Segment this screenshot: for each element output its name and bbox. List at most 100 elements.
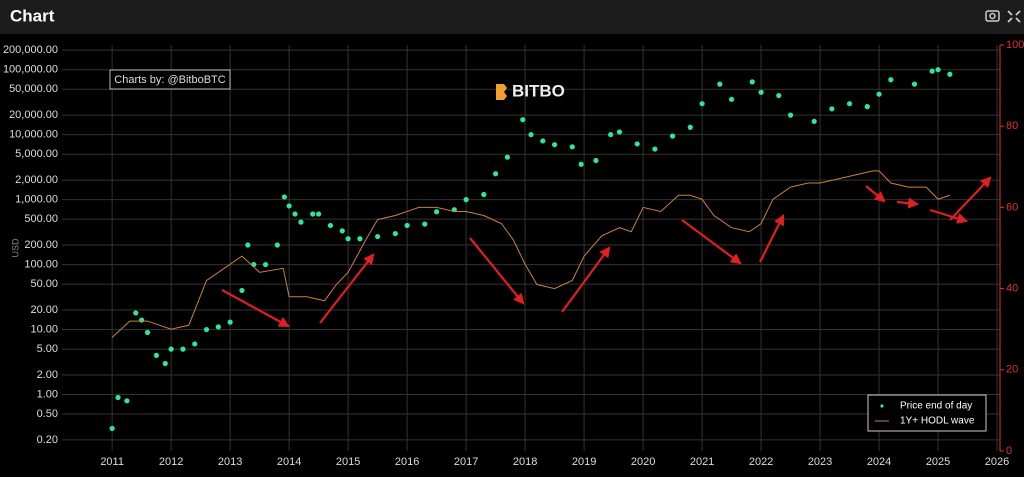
x-tick-label: 2022 [749,456,773,468]
y-tick-label: 200,000.00 [3,44,58,56]
price-point [215,324,221,330]
price-point [327,222,334,229]
y-axis-label: USD [10,238,20,258]
hodl-line [111,170,951,338]
price-point [124,398,130,404]
price-point [652,146,658,152]
price-point [699,101,705,107]
price-point [728,96,735,102]
x-tick-label: 2021 [690,456,714,468]
price-point [339,228,345,234]
price-point [245,242,251,248]
price-point [528,132,534,138]
price-point [168,346,174,352]
price-point [520,117,526,123]
y-tick-label: 2,000.00 [15,174,58,186]
y-tick-label: 0.50 [37,408,58,420]
price-point [133,310,139,316]
y-tick-label: 10.00 [30,323,58,335]
y-tick-label: 100,000.00 [3,64,58,76]
x-tick-label: 2023 [808,456,832,468]
price-point [758,89,764,95]
x-tick-label: 2014 [277,456,301,468]
price-point [717,81,723,87]
price-point [316,211,322,217]
price-point [540,138,546,144]
expand-icon[interactable] [1007,10,1021,23]
price-point [947,71,953,77]
price-point [616,129,623,135]
price-point [829,106,835,112]
price-point [262,261,269,268]
x-tick-label: 2020 [631,456,655,468]
y-tick-label: 0.20 [37,434,58,446]
y-tick-label: 20.00 [30,304,58,316]
x-tick-label: 2019 [572,456,596,468]
price-point [180,346,186,352]
price-point [876,91,882,97]
watermark: Charts by: @BitboBTC BITBO [109,69,565,100]
price-point [811,118,817,125]
price-point [109,425,115,432]
price-point [551,142,558,148]
price-point [776,92,782,99]
x-tick-label: 2017 [454,456,478,468]
x-tick-label: 2025 [926,456,950,468]
price-point [139,317,145,323]
y-tick-label: 2.00 [37,369,58,381]
price-point [274,242,280,248]
y-tick-label: 100.00 [24,258,58,270]
price-point [292,211,298,217]
y-tick-label: 1,000.00 [15,194,58,206]
y-tick-label: 50,000.00 [9,83,58,95]
y2-tick-label: 0 [1006,445,1012,457]
price-point [286,203,292,209]
y-tick-label: 20,000.00 [9,109,58,121]
price-point [687,124,693,130]
price-point [434,209,440,215]
price-point [162,360,168,367]
price-point [634,141,640,147]
y2-tick-label: 80 [1006,120,1018,132]
price-point [375,233,381,240]
legend-marker [880,404,884,408]
y-tick-label: 1.00 [37,388,58,400]
price-point [392,230,398,237]
price-point [608,132,614,138]
x-tick-label: 2018 [513,456,537,468]
x-tick-label: 2015 [336,456,360,468]
price-point [504,154,511,160]
y2-tick-label: 20 [1006,364,1018,376]
x-tick-label: 2016 [395,456,419,468]
price-point [929,68,935,74]
plot-area: 0.20 0.50 1.00 2.00 5.00 10.00 20.00 50.00 100.0… [3,39,1024,468]
price-point [281,194,288,200]
y-tick-label: 200.00 [24,239,58,251]
x-tick-label: 2026 [985,456,1009,468]
price-point [192,341,198,347]
y2-tick-label: 60 [1006,201,1018,213]
arrows [221,176,992,328]
camera-icon[interactable] [985,10,1000,22]
x-tick-label: 2024 [867,456,891,468]
price-point [422,221,428,227]
legend-label: Price end of day [900,401,972,412]
price-point [935,67,941,73]
price-point [888,77,894,83]
y-tick-label: 10,000.00 [9,129,58,141]
y-tick-label: 5.00 [37,343,58,355]
price-point [227,319,233,325]
price-point [357,236,363,242]
x-tick-label: 2013 [218,456,242,468]
price-point [404,222,410,229]
price-point [569,144,575,150]
x-tick-label: 2011 [100,456,124,468]
header-bar [0,0,1024,34]
price-point [593,157,599,164]
x-tick-label: 2012 [159,456,183,468]
y-tick-label: 5,000.00 [15,148,58,160]
chart-title: Chart [10,6,55,25]
price-point [911,81,918,87]
